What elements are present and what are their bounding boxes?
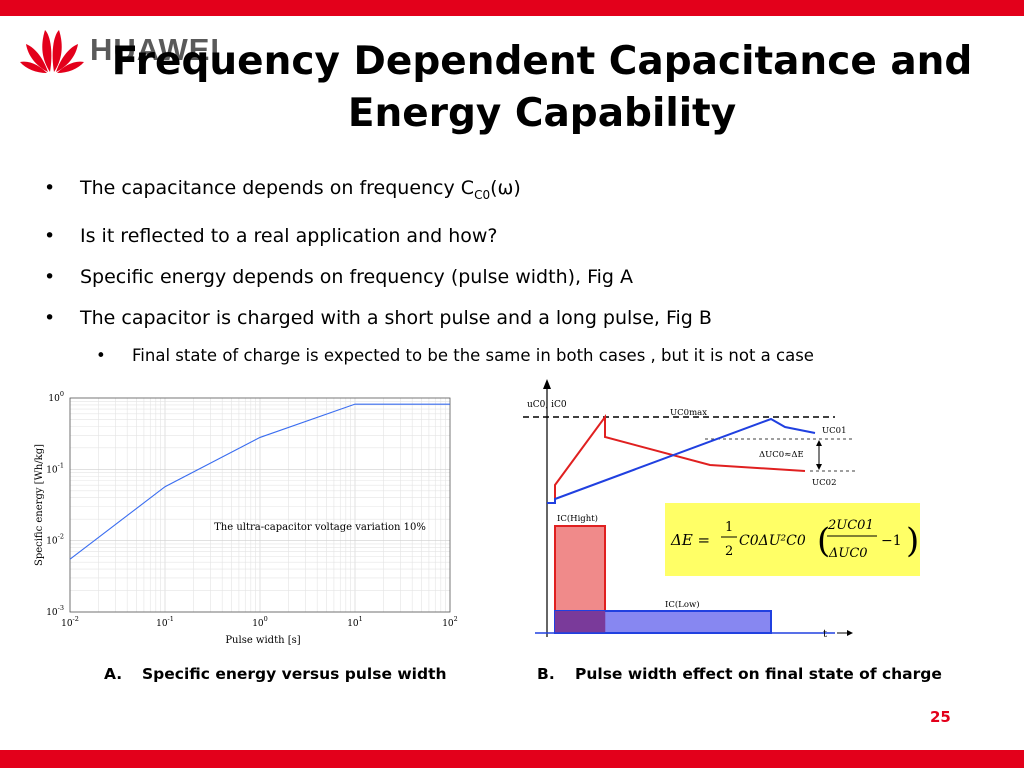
logo-text: HUAWEI — [90, 32, 220, 67]
chart-ylabel: Specific energy [Wh/kg] — [34, 444, 45, 566]
caption-b: B. Pulse width effect on final state of c… — [537, 665, 942, 683]
x-tick-label: 102 — [442, 615, 458, 629]
x-tick-label: 10-2 — [61, 615, 79, 629]
chart-xlabel: Pulse width [s] — [225, 635, 300, 646]
bullet-text: The capacitance depends on frequency C — [80, 177, 475, 199]
caption-a: A. Specific energy versus pulse width — [104, 665, 447, 683]
caption-b-label: B. — [537, 665, 555, 683]
bullet-item: The capacitor is charged with a short pu… — [42, 298, 1002, 339]
title-line-2: Energy Capability — [347, 91, 737, 136]
bottom-red-bar — [0, 750, 1024, 768]
page-number: 25 — [930, 708, 951, 726]
label-uc01: UC01 — [822, 426, 846, 436]
top-red-bar — [0, 0, 1024, 16]
huawei-logo: HUAWEI — [20, 24, 230, 80]
label-delta: ΔUC0≈ΔE — [759, 450, 804, 460]
current-pulse-overlap — [555, 611, 605, 633]
formula-left-paren: ( — [817, 521, 830, 561]
formula-background — [665, 503, 920, 576]
formula-frac-den: 2 — [725, 544, 733, 559]
sub-bullet-item: Final state of charge is expected to be … — [42, 339, 1002, 373]
formula-inner-num: 2UC01 — [827, 518, 874, 533]
formula-frac-num: 1 — [725, 520, 733, 535]
title-line-1: Frequency Dependent Capacitance and — [111, 39, 973, 84]
bullet-subscript: C0 — [474, 187, 491, 202]
formula-right-paren: ) — [906, 521, 919, 561]
label-ic-low: IC(Low) — [665, 599, 700, 610]
caption-a-label: A. — [104, 665, 123, 683]
t-arrow-icon — [847, 630, 853, 636]
y-tick-label: 10-2 — [46, 533, 64, 547]
figure-b-diagram: uC0, iC0 UC0max UC01 UC02 ΔUC0≈ΔE IC(Hig… — [523, 379, 920, 640]
bullet-item: The capacitance depends on frequency CC0… — [42, 168, 1002, 216]
x-tick-label: 10-1 — [156, 615, 174, 629]
bullet-item: Is it reflected to a real application an… — [42, 216, 1002, 257]
formula-box: ΔE = 1 2 C0ΔU²C0 ( 2UC01 ΔUC0 −1 ) — [665, 503, 920, 576]
y-axis-arrow-icon — [543, 379, 551, 389]
y-tick-label: 10-1 — [46, 461, 64, 475]
y-tick-label: 10-3 — [46, 604, 64, 618]
formula-lhs: ΔE = — [670, 531, 710, 549]
chart-plot-frame — [69, 397, 451, 613]
bullet-item: Specific energy depends on frequency (pu… — [42, 257, 1002, 298]
chart-grid — [69, 398, 450, 613]
caption-a-text: Specific energy versus pulse width — [142, 665, 447, 683]
bullet-text-tail: (ω) — [490, 177, 521, 199]
formula-mid: C0ΔU²C0 — [739, 533, 806, 549]
label-uc02: UC02 — [812, 478, 836, 488]
caption-b-text: Pulse width effect on final state of cha… — [575, 665, 942, 683]
chart-series-line — [69, 403, 450, 560]
x-tick-label: 100 — [252, 615, 268, 629]
slide-title: Frequency Dependent Capacitance and Ener… — [60, 36, 1024, 140]
axis-label: uC0, iC0 — [527, 400, 567, 410]
label-ucomax: UC0max — [670, 408, 707, 418]
formula-tail: −1 — [881, 533, 902, 549]
x-tick-label: 101 — [347, 615, 363, 629]
delta-arrow-icon — [816, 440, 822, 470]
y-tick-label: 100 — [48, 390, 64, 404]
bullet-list: The capacitance depends on frequency CC0… — [42, 168, 1002, 373]
label-ic-high: IC(Hight) — [557, 513, 598, 524]
huawei-petal-icon — [20, 30, 84, 73]
chart-annotation: The ultra-capacitor voltage variation 10… — [214, 522, 426, 533]
voltage-curve-high — [547, 413, 806, 504]
voltage-curve-low — [547, 417, 816, 504]
label-t: t — [823, 629, 827, 640]
formula-inner-den: ΔUC0 — [828, 546, 868, 561]
